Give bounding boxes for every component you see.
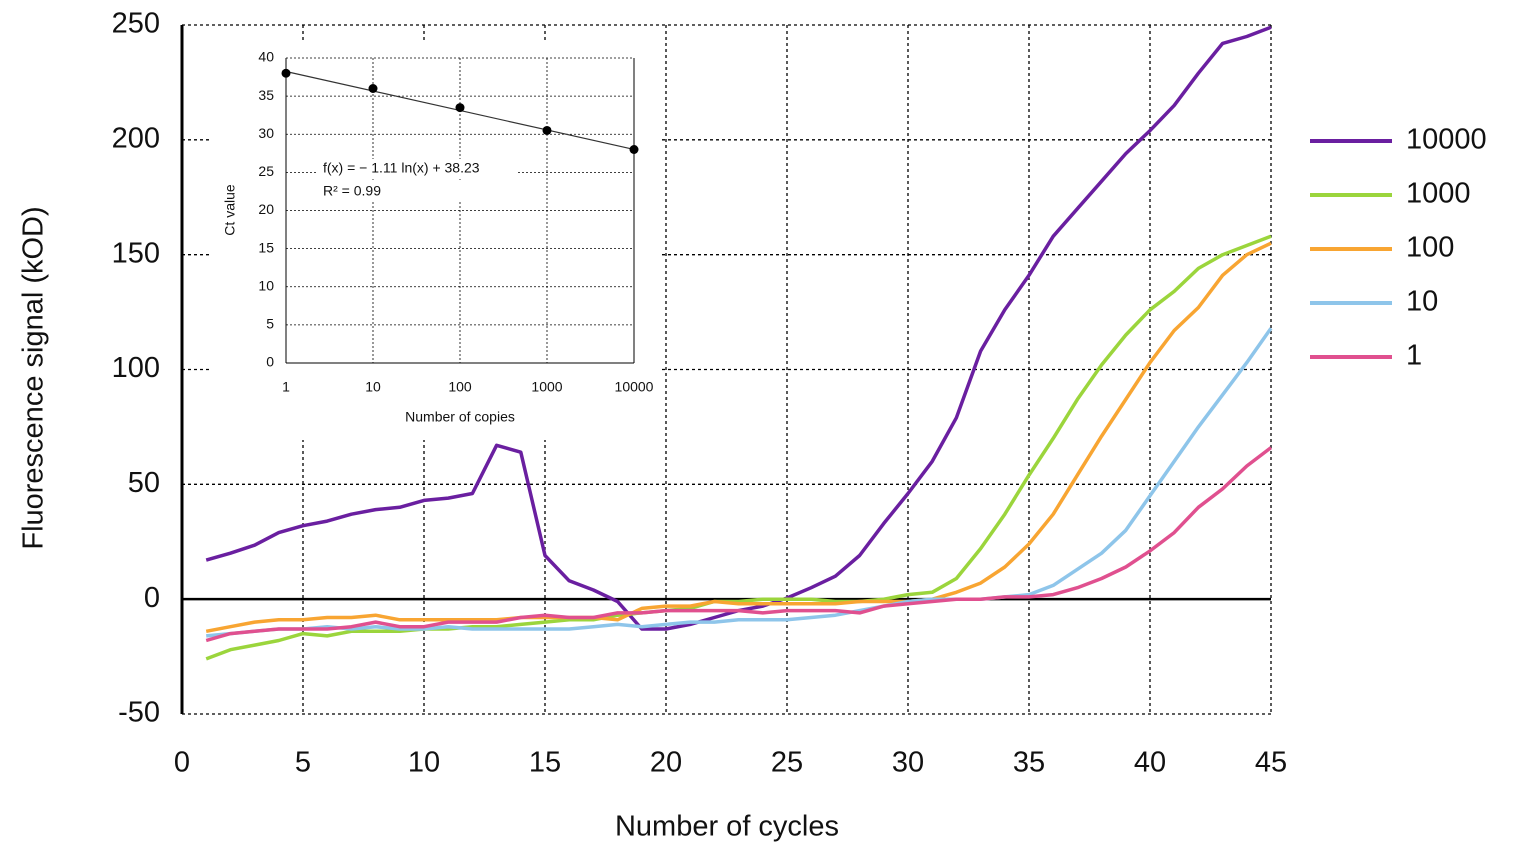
y-tick-label: 35	[258, 87, 274, 103]
annotation-background	[318, 159, 518, 179]
x-tick-label: 1000	[531, 379, 562, 395]
legend-label: 10000	[1406, 124, 1487, 156]
data-point	[368, 84, 378, 93]
legend-label: 10	[1406, 286, 1438, 318]
y-tick-label: 0	[144, 582, 160, 614]
y-tick-label: -50	[118, 697, 160, 729]
data-point	[281, 68, 291, 78]
inset-x-axis-title: Number of copies	[405, 409, 515, 425]
x-tick-label: 1	[282, 379, 290, 395]
data-point	[455, 103, 465, 113]
x-tick-label: 10000	[615, 379, 654, 395]
y-tick-label: 100	[112, 352, 160, 384]
x-tick-label: 0	[174, 747, 190, 779]
x-tick-label: 25	[771, 747, 803, 779]
y-tick-label: 50	[128, 467, 160, 499]
y-tick-label: 40	[258, 49, 274, 65]
x-axis-title: Number of cycles	[615, 811, 839, 843]
x-tick-label: 45	[1255, 747, 1287, 779]
inset-y-axis-title: Ct value	[222, 184, 238, 236]
data-point	[542, 125, 552, 135]
x-tick-label: 30	[892, 747, 924, 779]
y-tick-label: 20	[258, 201, 274, 217]
y-tick-label: 30	[258, 125, 274, 141]
annotation-background	[318, 182, 518, 202]
x-tick-label: 35	[1013, 747, 1045, 779]
series-line	[206, 327, 1273, 638]
x-tick-label: 15	[529, 747, 561, 779]
y-tick-label: 0	[266, 354, 274, 370]
y-tick-label: 10	[258, 277, 274, 293]
y-tick-label: 150	[112, 237, 160, 269]
x-tick-label: 10	[365, 379, 381, 395]
y-tick-label: 15	[258, 239, 274, 255]
annotation: f(x) = − 1.11 ln(x) + 38.23	[323, 160, 480, 176]
legend-label: 1000	[1406, 178, 1471, 210]
series-line	[205, 234, 1272, 661]
legend-label: 100	[1406, 232, 1454, 264]
y-tick-label: 25	[258, 163, 274, 179]
x-tick-label: 40	[1134, 747, 1166, 779]
inset-background	[212, 40, 662, 440]
x-tick-label: 20	[650, 747, 682, 779]
y-tick-label: 250	[112, 8, 160, 40]
data-point	[629, 145, 639, 154]
inset-plot: Number of copies Ct value 0 5 10 15 20 25 30 35…	[222, 49, 654, 425]
x-tick-label: 100	[448, 379, 472, 395]
annotation: R² = 0.99	[323, 183, 381, 199]
series-line	[205, 241, 1272, 634]
x-tick-label: 5	[295, 747, 311, 779]
series-line	[205, 446, 1273, 643]
y-axis-title: Fluorescence signal (kOD)	[18, 206, 50, 549]
y-tick-label: 5	[266, 316, 274, 332]
y-tick-label: 200	[112, 122, 160, 154]
legend-label: 1	[1406, 340, 1422, 372]
x-tick-label: 10	[408, 747, 440, 779]
